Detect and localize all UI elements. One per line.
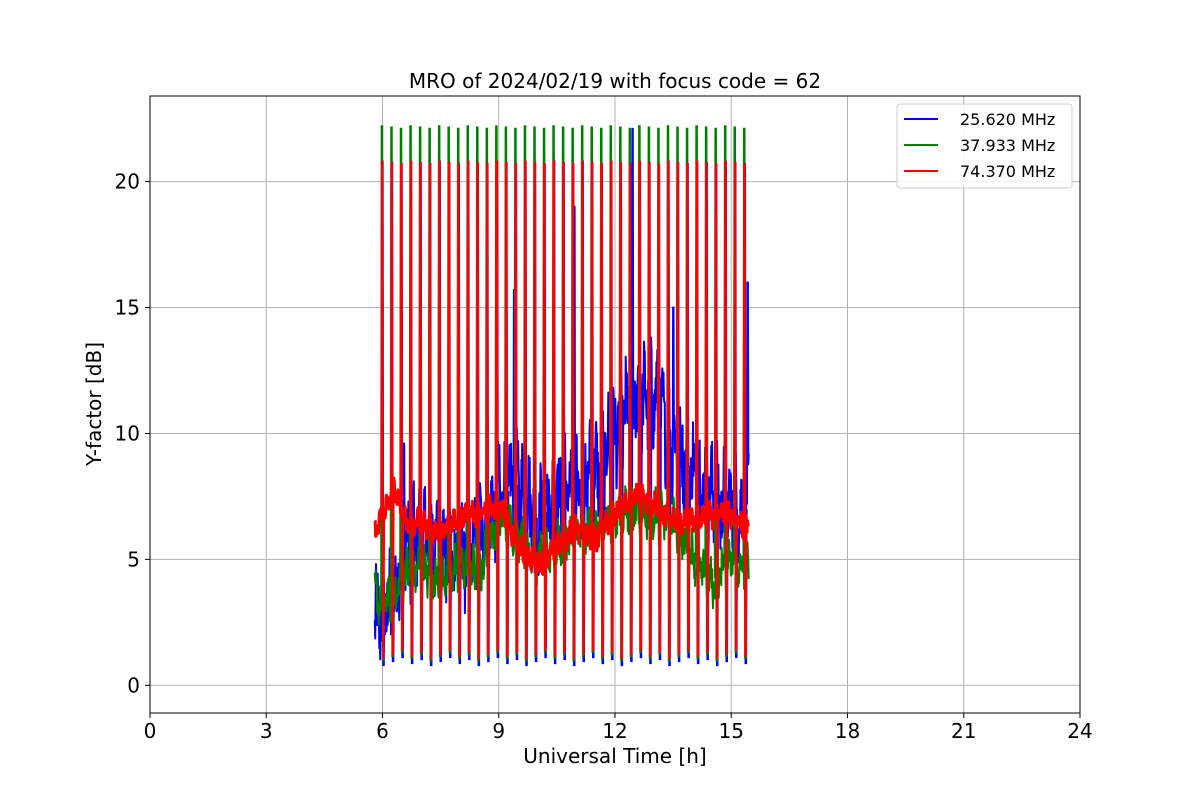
calibration-pulse [675,161,681,655]
calibration-pulse [656,162,662,653]
calibration-pulse [637,160,643,651]
x-axis-label: Universal Time [h] [523,744,706,768]
calibration-pulse [389,161,395,655]
calibration-pulse [532,161,538,655]
y-tick-label: 5 [127,547,140,571]
calibration-pulse [561,161,567,653]
x-tick-label: 15 [719,719,744,743]
x-tick-label: 12 [602,719,627,743]
calibration-pulse [456,162,462,657]
calibration-pulse [485,162,490,655]
axis-ticks: 0 3 6 9 12 15 18 21 24 0 5 10 15 20 [115,170,1093,743]
y-tick-label: 20 [115,170,140,194]
calibration-pulse [418,161,424,653]
calibration-pulse [408,160,414,657]
x-tick-label: 21 [951,719,976,743]
y-tick-label: 15 [115,296,140,320]
calibration-pulse [380,160,386,659]
calibration-pulse [437,160,443,655]
legend-label: 37.933 MHz [960,136,1055,155]
y-axis-label: Y-factor [dB] [82,342,106,467]
calibration-pulse [723,160,729,655]
calibration-pulse [551,160,557,657]
calibration-pulse [580,160,586,655]
calibration-pulse [666,160,672,659]
calibration-pulse [399,162,405,651]
calibration-pulse [523,160,529,659]
calibration-pulse [428,162,433,659]
x-tick-label: 24 [1067,719,1092,743]
calibration-pulse [571,162,576,659]
legend-label: 25.620 MHz [960,110,1055,129]
x-tick-label: 3 [260,719,273,743]
calibration-pulse [685,162,691,651]
calibration-pulse [618,161,624,659]
x-tick-label: 18 [835,719,860,743]
calibration-pulse [494,160,500,651]
legend-box [896,103,1073,189]
calibration-pulse [714,162,719,659]
calibration-pulse [695,160,700,657]
x-tick-label: 6 [376,719,389,743]
calibration-pulse [466,160,471,653]
legend: 25.620 MHz 37.933 MHz 74.370 MHz [896,103,1073,189]
y-tick-label: 10 [115,421,140,445]
calibration-pulse [475,161,481,659]
calibration-pulse [542,162,548,651]
y-tick-label: 0 [127,673,140,697]
calibration-pulse [733,161,738,651]
calibration-pulse [513,162,519,653]
chart-title: MRO of 2024/02/19 with focus code = 62 [409,69,821,93]
calibration-pulse [504,161,510,657]
plot-area [373,125,750,667]
calibration-pulse [609,160,614,653]
legend-label: 74.370 MHz [960,162,1055,181]
calibration-pulse [704,161,710,653]
x-tick-label: 0 [144,719,157,743]
calibration-pulse [599,162,605,657]
calibration-pulse [590,161,595,651]
calibration-pulse [742,162,748,657]
series-3 [373,160,750,659]
calibration-pulse [447,161,452,651]
calibration-pulse [647,161,653,657]
calibration-pulse [628,162,633,655]
x-tick-label: 9 [492,719,505,743]
